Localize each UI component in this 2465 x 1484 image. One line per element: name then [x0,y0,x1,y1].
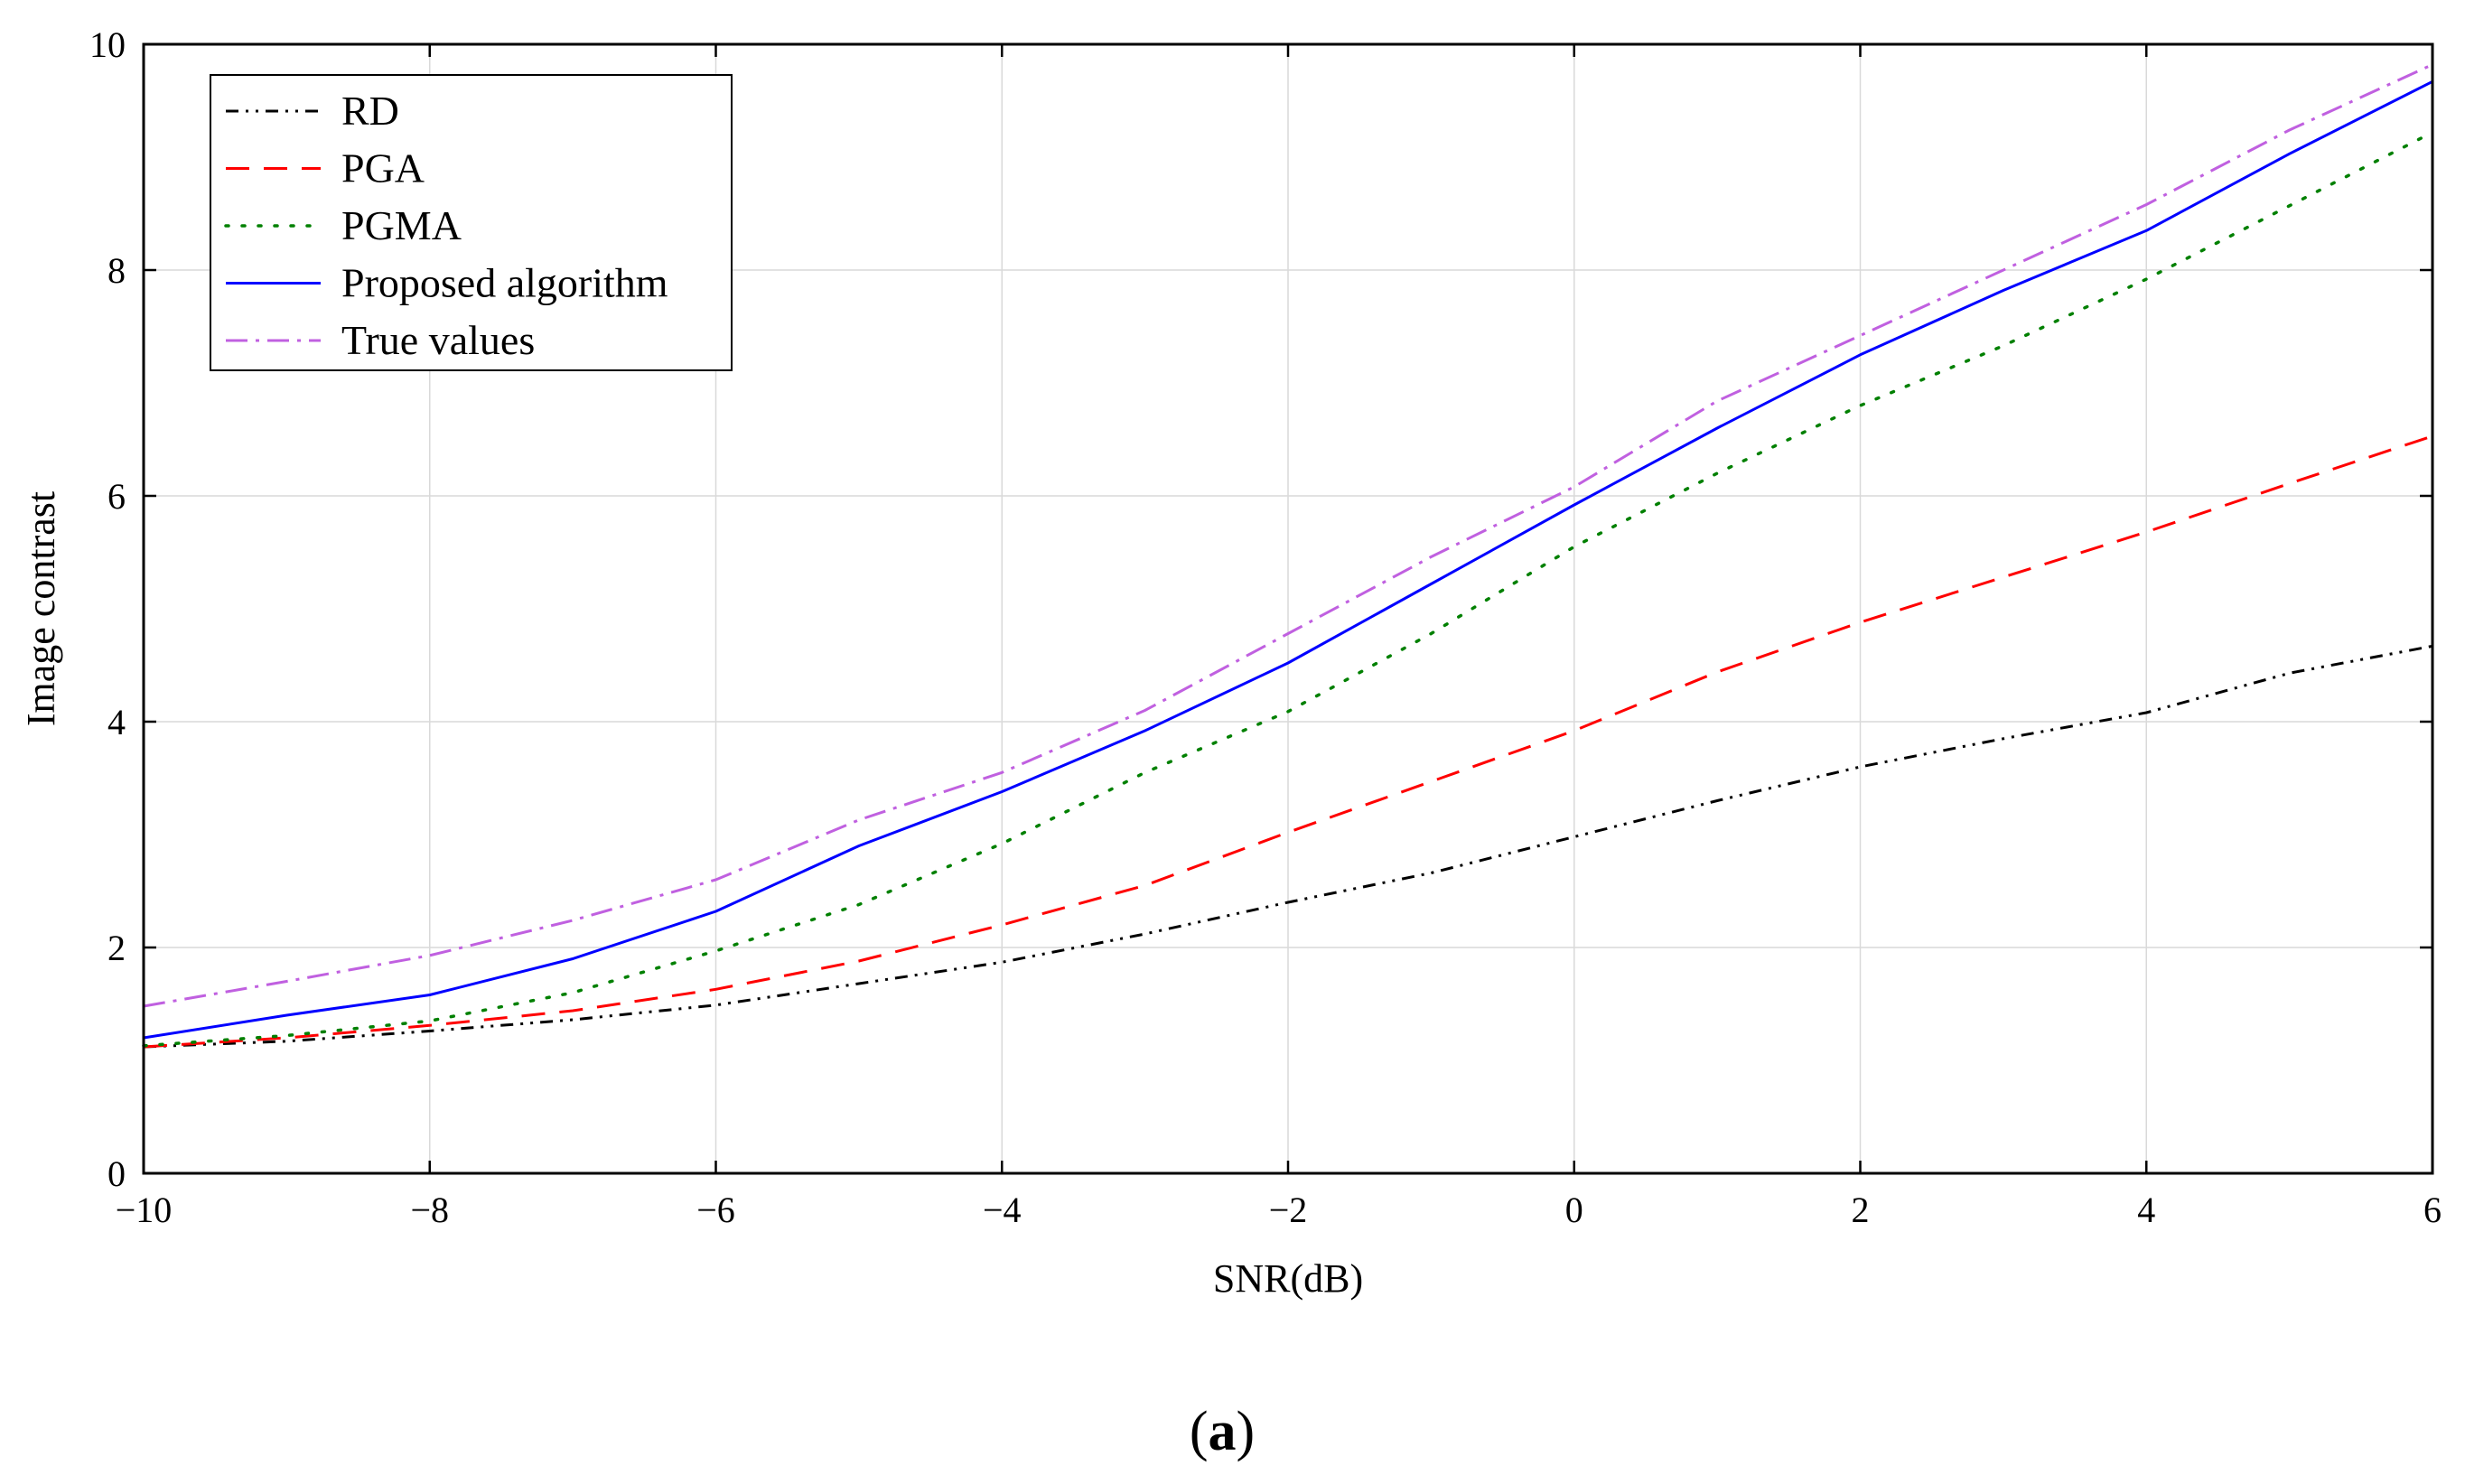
series-line-rd [143,644,2433,1049]
x-tick-label: 6 [2423,1190,2442,1230]
legend: RD PGA PGMA Proposed algorithm True values [210,74,733,371]
y-tick-label: 6 [107,476,126,517]
x-tick-label: −8 [410,1190,449,1230]
y-tick-label: 10 [89,24,126,65]
y-tick-label: 2 [107,928,126,968]
caption-letter: a [1209,1401,1237,1462]
caption-close-paren: ) [1237,1401,1256,1462]
series-line-pga [143,434,2433,1049]
legend-label: PGMA [341,202,462,248]
legend-label: RD [341,88,399,134]
y-tick-labels: 0 2 4 6 8 10 [89,24,126,1194]
series-line-proposed-algorithm [143,79,2433,1040]
series-line-pgma [142,130,2434,1048]
figure-caption: (a) [1190,1401,1255,1462]
legend-entries: RD PGA PGMA Proposed algorithm True values [224,88,668,363]
legend-label: True values [341,317,535,363]
x-tick-label: 4 [2137,1190,2155,1230]
x-tick-labels: −10 −8 −6 −4 −2 0 2 4 6 [116,1190,2442,1230]
legend-label: PGA [341,145,425,191]
x-tick-label: −2 [1269,1190,1308,1230]
legend-box [210,74,733,371]
y-tick-label: 8 [107,250,126,291]
x-tick-label: 2 [1852,1190,1870,1230]
series-lines [142,63,2434,1049]
x-tick-label: −4 [983,1190,1022,1230]
x-tick-label: −10 [116,1190,173,1230]
series-line-true-values [143,63,2433,1008]
y-axis-label: Image contrast [19,491,63,726]
y-tick-label: 0 [107,1153,126,1194]
x-tick-label: −6 [696,1190,735,1230]
caption-open-paren: ( [1190,1401,1209,1462]
axis-ticks [142,42,2434,1175]
x-tick-label: 0 [1565,1190,1583,1230]
y-tick-label: 4 [107,702,126,742]
legend-label: Proposed algorithm [341,260,668,306]
x-axis-label: SNR(dB) [1213,1256,1363,1301]
